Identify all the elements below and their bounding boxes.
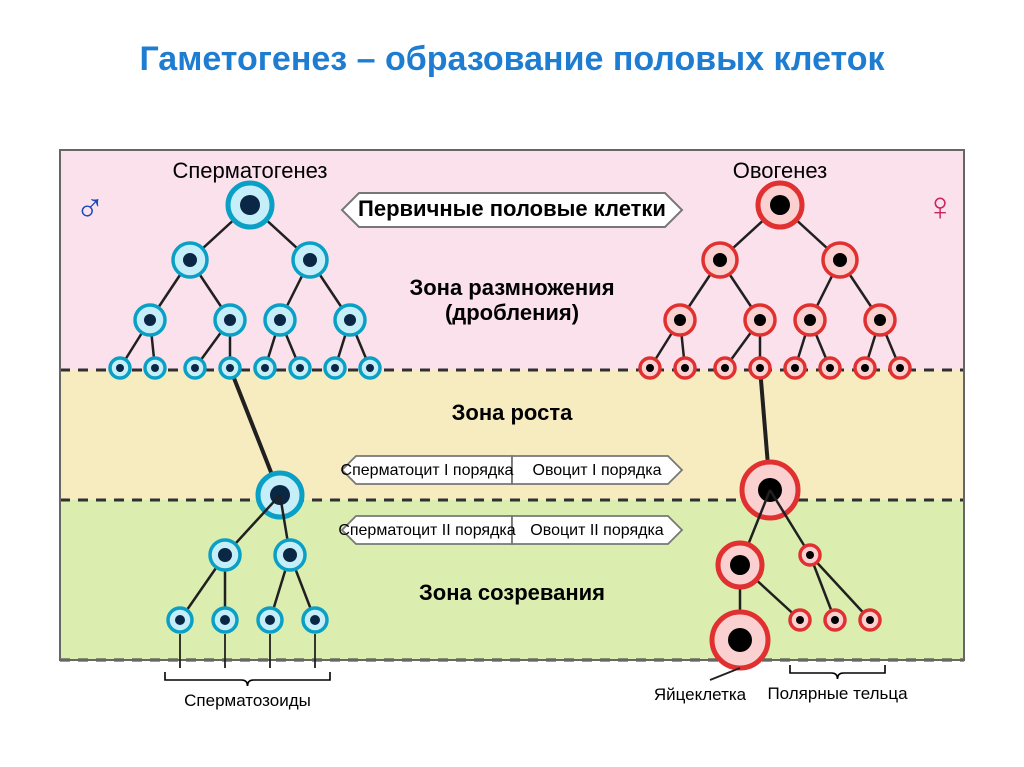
gen4-cell-6-nucleus [331,364,339,372]
maturation-label: Зона созревания [419,580,605,605]
spermatid-3-nucleus [310,615,320,625]
polar-label-text: Полярные тельца [767,684,908,703]
gen3-cell-2-nucleus [804,314,816,326]
gen2-cell-1-nucleus [833,253,847,267]
polar-body-0-nucleus [796,616,804,624]
egg-cell-nucleus [728,628,752,652]
spermatid-1-nucleus [220,615,230,625]
oocyte2-label-text: Овоцит II порядка [530,522,664,539]
sperm-label-brace [165,672,330,686]
oocyte2-1-nucleus [806,551,814,559]
page: Гаметогенез – образование половых клеток… [0,0,1024,767]
gen3-cell-0-nucleus [144,314,156,326]
oocyte1-label-text: Овоцит I порядка [533,462,662,479]
spermatocyte2-1-nucleus [283,548,297,562]
gen4-cell-3-nucleus [226,364,234,372]
gen4-cell-3-nucleus [756,364,764,372]
root-cell-nucleus [770,195,790,215]
gen4-cell-0-nucleus [646,364,654,372]
egg-label: Яйцеклетка [654,685,747,704]
male-symbol-icon: ♂ [75,185,105,229]
spermatocyte1-label-text: Сперматоцит I порядка [341,462,514,479]
gen3-cell-0-nucleus [674,314,686,326]
spermatogenesis-label: Сперматогенез [173,158,328,183]
gen4-cell-4-nucleus [791,364,799,372]
gen4-cell-0-nucleus [116,364,124,372]
gen3-cell-2-nucleus [274,314,286,326]
gen4-cell-5-nucleus [296,364,304,372]
gen4-cell-1-nucleus [681,364,689,372]
gen2-cell-1-nucleus [303,253,317,267]
polar-label-brace [790,665,885,679]
multiplication-label-1: Зона размножения [409,275,614,300]
gen4-cell-5-nucleus [826,364,834,372]
spermatid-0-nucleus [175,615,185,625]
spermatid-2-nucleus [265,615,275,625]
gen4-cell-2-nucleus [191,364,199,372]
growth-label: Зона роста [452,400,573,425]
polar-body-2-nucleus [866,616,874,624]
page-title: Гаметогенез – образование половых клеток [0,40,1024,79]
gen4-cell-7-nucleus [896,364,904,372]
primordial-label-text: Первичные половые клетки [358,196,666,221]
sperm-label-text: Сперматозоиды [184,691,311,710]
gen4-cell-4-nucleus [261,364,269,372]
gen3-cell-1-nucleus [754,314,766,326]
gen4-cell-2-nucleus [721,364,729,372]
gen4-cell-6-nucleus [861,364,869,372]
gen4-cell-7-nucleus [366,364,374,372]
gen2-cell-0-nucleus [713,253,727,267]
gametogenesis-diagram: Сперматогенез Овогенез ♂ ♀ Первичные половые… [0,0,1024,767]
spermatocyte2-0-nucleus [218,548,232,562]
polar-body-1-nucleus [831,616,839,624]
gen2-cell-0-nucleus [183,253,197,267]
gen3-cell-3-nucleus [874,314,886,326]
gen3-cell-3-nucleus [344,314,356,326]
spermatocyte2-label-text: Сперматоцит II порядка [338,522,515,539]
oocyte2-0-nucleus [730,555,750,575]
female-symbol-icon: ♀ [925,185,955,229]
gen4-cell-1-nucleus [151,364,159,372]
root-cell-nucleus [240,195,260,215]
multiplication-label-2: (дробления) [445,300,579,325]
gen3-cell-1-nucleus [224,314,236,326]
oogenesis-label: Овогенез [733,158,828,183]
